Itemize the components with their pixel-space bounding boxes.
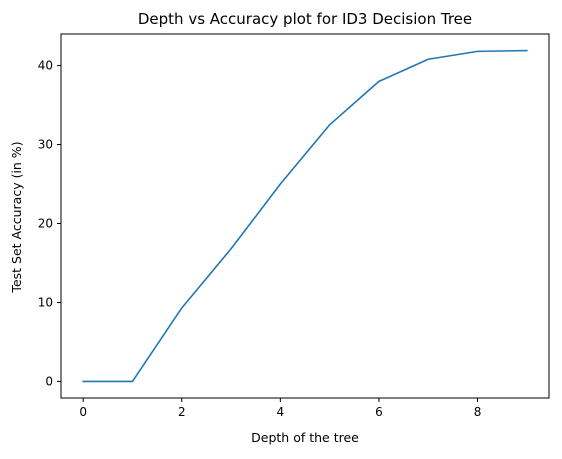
- x-tick-label: 6: [375, 405, 383, 419]
- y-axis-ticks: 0 10 20 30 40: [38, 59, 61, 388]
- y-tick-label: 0: [45, 374, 53, 388]
- x-axis-label: Depth of the tree: [251, 430, 359, 445]
- series-layer: [82, 49, 528, 383]
- y-tick-label: 20: [38, 217, 53, 231]
- series-line: [82, 49, 528, 383]
- x-axis-ticks: 0 2 4 6 8: [79, 398, 481, 419]
- x-tick-label: 2: [178, 405, 186, 419]
- x-tick-label: 8: [474, 405, 482, 419]
- x-tick-label: 4: [277, 405, 285, 419]
- x-tick-label: 0: [79, 405, 87, 419]
- plot-area-frame: [60, 33, 550, 399]
- chart-title: Depth vs Accuracy plot for ID3 Decision …: [138, 10, 472, 28]
- y-axis-label: Test Set Accuracy (in %): [9, 141, 24, 293]
- y-tick-label: 40: [38, 59, 53, 73]
- y-tick-label: 10: [38, 295, 53, 309]
- y-tick-label: 30: [38, 138, 53, 152]
